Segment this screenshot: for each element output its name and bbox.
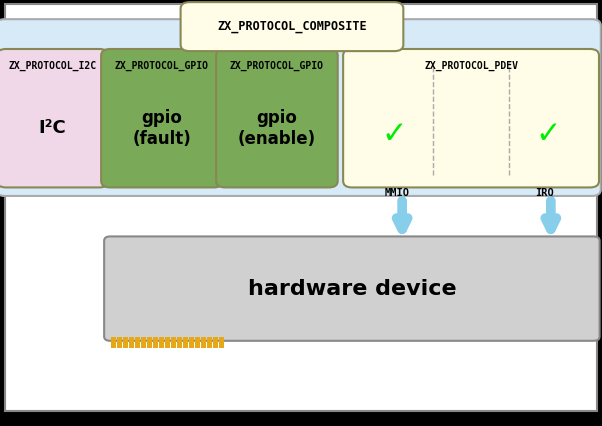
Bar [207, 337, 212, 348]
Bar [195, 337, 200, 348]
Text: ZX_PROTOCOL_GPIO: ZX_PROTOCOL_GPIO [230, 60, 324, 71]
Bar [213, 337, 218, 348]
Bar [219, 337, 224, 348]
Bar [177, 337, 182, 348]
Bar [147, 337, 152, 348]
Text: gpio
(fault): gpio (fault) [132, 109, 191, 148]
Bar [171, 337, 176, 348]
Bar [141, 337, 146, 348]
Text: ZX_PROTOCOL_PDEV: ZX_PROTOCOL_PDEV [424, 60, 518, 71]
FancyBboxPatch shape [101, 49, 223, 187]
FancyBboxPatch shape [343, 49, 599, 187]
FancyBboxPatch shape [0, 19, 601, 196]
Text: ZX_PROTOCOL_I2C: ZX_PROTOCOL_I2C [8, 60, 97, 71]
Bar [129, 337, 134, 348]
Bar [201, 337, 206, 348]
Text: astro-audio: astro-audio [240, 38, 356, 56]
Bar [153, 337, 158, 348]
Bar [165, 337, 170, 348]
FancyBboxPatch shape [216, 49, 338, 187]
Bar [189, 337, 194, 348]
Bar [117, 337, 122, 348]
Text: ZX_PROTOCOL_GPIO: ZX_PROTOCOL_GPIO [115, 60, 209, 71]
Bar [123, 337, 128, 348]
Text: ✓: ✓ [382, 120, 407, 149]
Bar [159, 337, 164, 348]
FancyBboxPatch shape [104, 236, 600, 341]
Text: ZX_PROTOCOL_COMPOSITE: ZX_PROTOCOL_COMPOSITE [217, 20, 367, 33]
FancyBboxPatch shape [181, 2, 403, 51]
Text: gpio
(enable): gpio (enable) [238, 109, 316, 148]
Text: ✓: ✓ [535, 120, 560, 149]
Text: MMIO: MMIO [385, 187, 410, 198]
Text: I²C: I²C [39, 119, 67, 137]
Bar [111, 337, 116, 348]
Text: IRQ: IRQ [535, 187, 554, 198]
Bar [183, 337, 188, 348]
Text: hardware device: hardware device [247, 279, 456, 299]
Bar [135, 337, 140, 348]
FancyBboxPatch shape [0, 49, 108, 187]
